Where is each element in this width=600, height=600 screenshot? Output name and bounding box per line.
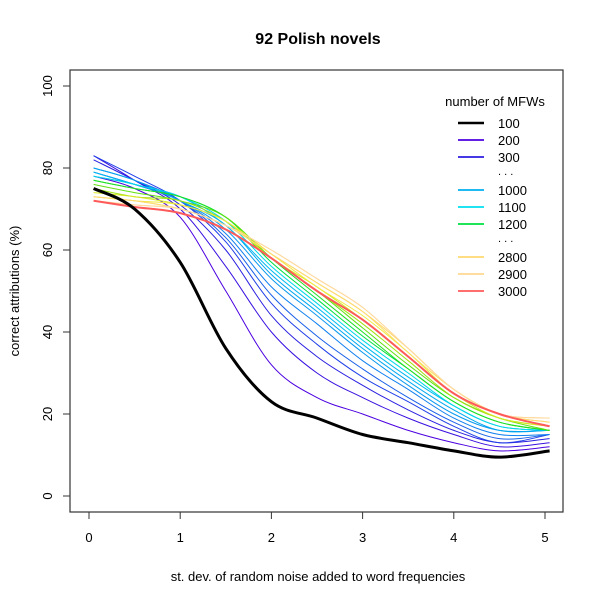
x-tick-label: 1 <box>177 530 184 545</box>
x-tick-label: 4 <box>450 530 457 545</box>
legend-label: 300 <box>498 150 520 165</box>
y-tick-label: 60 <box>40 243 55 257</box>
y-tick-label: 0 <box>40 492 55 499</box>
legend-label: 1100 <box>498 200 526 215</box>
series-line-900 <box>93 167 550 433</box>
series-line-2800 <box>93 200 550 419</box>
y-tick-label: 80 <box>40 161 55 175</box>
y-tick-label: 100 <box>40 75 55 97</box>
chart-title: 92 Polish novels <box>255 31 380 48</box>
legend-label: 2900 <box>498 267 527 282</box>
legend-label: 1000 <box>498 183 527 198</box>
series-line-3000 <box>93 199 550 428</box>
series-line-800 <box>93 175 550 433</box>
x-tick-label: 3 <box>359 530 366 545</box>
legend-title: number of MFWs <box>445 94 545 109</box>
legend-ellipsis: . . . <box>498 166 513 178</box>
legend-label: 2800 <box>498 250 527 265</box>
legend-label: 1200 <box>498 217 527 232</box>
x-tick-label: 2 <box>268 530 275 545</box>
x-tick-label: 5 <box>541 530 548 545</box>
legend-ellipsis: . . . <box>498 233 513 245</box>
series-line-2600 <box>93 196 550 423</box>
series-line-400 <box>93 159 550 444</box>
x-axis-label: st. dev. of random noise added to word f… <box>171 569 466 584</box>
series-line-300 <box>93 155 550 448</box>
legend-label: 200 <box>498 133 520 148</box>
series-line-2000 <box>93 192 550 427</box>
y-tick-label: 20 <box>40 407 55 421</box>
y-tick-label: 40 <box>40 325 55 339</box>
y-axis-label: correct attributions (%) <box>7 226 22 357</box>
x-axis: 0 1 2 3 4 5 <box>85 511 549 545</box>
legend-label: 3000 <box>498 284 527 299</box>
legend-label: 100 <box>498 116 520 131</box>
series-line-2400 <box>93 196 550 423</box>
series-lines <box>92 155 550 459</box>
y-axis: 0 20 40 60 80 100 <box>40 75 71 500</box>
series-line-1200 <box>93 179 550 431</box>
series-line-2900 <box>93 200 550 419</box>
series-line-200 <box>93 175 550 452</box>
series-line-700 <box>93 171 550 437</box>
series-line-100 <box>92 187 550 459</box>
x-tick-label: 0 <box>85 530 92 545</box>
series-line-1100 <box>93 175 550 431</box>
series-line-1400 <box>93 179 550 431</box>
